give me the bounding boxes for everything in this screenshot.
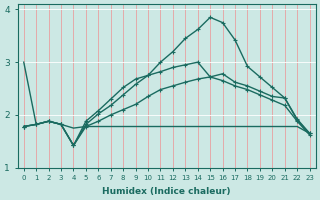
X-axis label: Humidex (Indice chaleur): Humidex (Indice chaleur): [102, 187, 231, 196]
